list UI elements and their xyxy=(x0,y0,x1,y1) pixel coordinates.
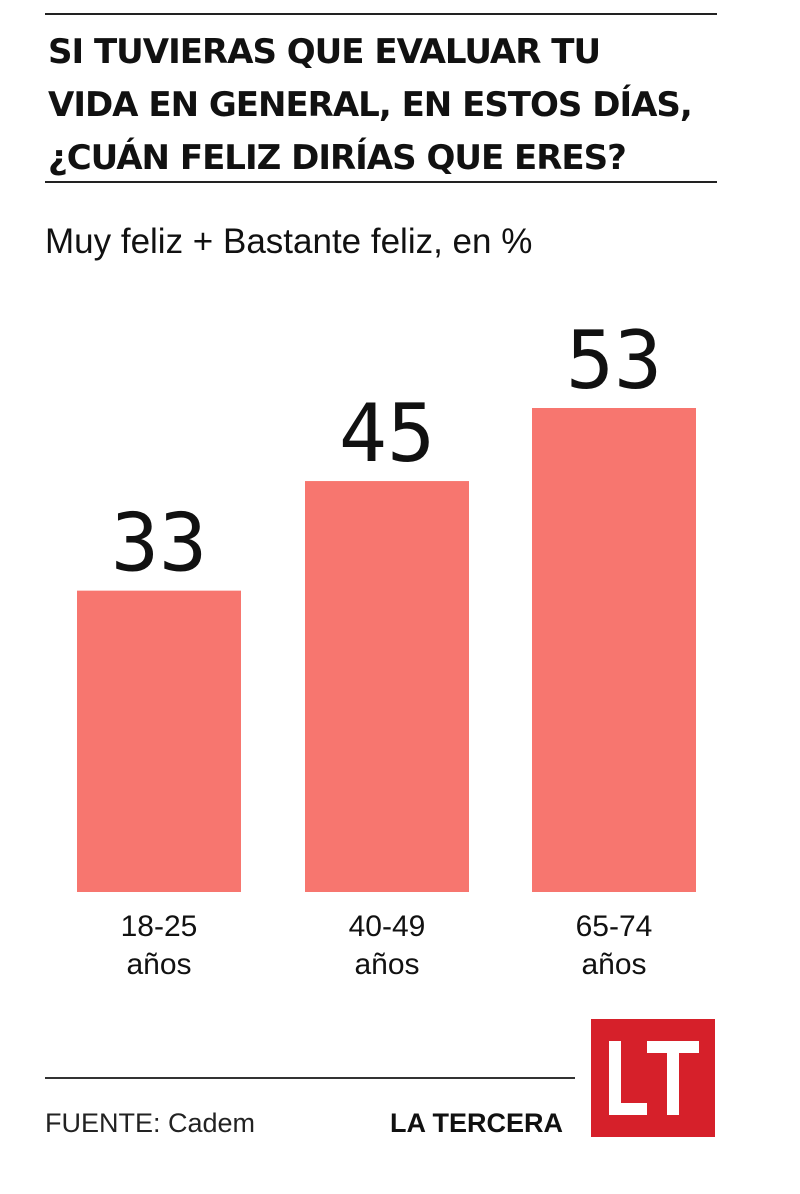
title-rule xyxy=(45,181,717,183)
bar-3 xyxy=(532,408,696,892)
value-label-2: 45 xyxy=(339,387,435,480)
chart-title: SI TUVIERAS QUE EVALUAR TU VIDA EN GENER… xyxy=(48,26,728,185)
title-line-2: VIDA EN GENERAL, EN ESTOS DÍAS, xyxy=(48,85,693,125)
title-line-3: ¿CUÁN FELIZ DIRÍAS QUE ERES? xyxy=(48,138,627,178)
value-label-3: 53 xyxy=(566,314,662,407)
category-label-1-line-2: años xyxy=(126,948,191,980)
top-rule xyxy=(45,13,717,15)
value-label-1: 33 xyxy=(111,497,207,590)
source-note: FUENTE: Cadem xyxy=(45,1108,256,1138)
brand-name: LA TERCERA xyxy=(390,1108,563,1138)
chart-subtitle: Muy feliz + Bastante feliz, en % xyxy=(45,222,533,261)
category-label-3-line-2: años xyxy=(581,948,646,980)
category-label-2-line-2: años xyxy=(354,948,419,980)
lt-logo-mark xyxy=(609,1041,699,1115)
bar-1 xyxy=(77,590,241,892)
la-tercera-logo xyxy=(591,1019,715,1137)
category-label-3-line-1: 65-74 xyxy=(576,910,653,943)
footer-rule xyxy=(45,1077,575,1079)
bar-2 xyxy=(305,481,469,892)
category-label-1-line-1: 18-25 xyxy=(121,910,198,943)
title-line-1: SI TUVIERAS QUE EVALUAR TU xyxy=(48,32,601,72)
category-label-2-line-1: 40-49 xyxy=(349,910,426,943)
bar-chart: 33 18-25 años 45 40-49 años 53 65-74 años xyxy=(77,314,696,980)
